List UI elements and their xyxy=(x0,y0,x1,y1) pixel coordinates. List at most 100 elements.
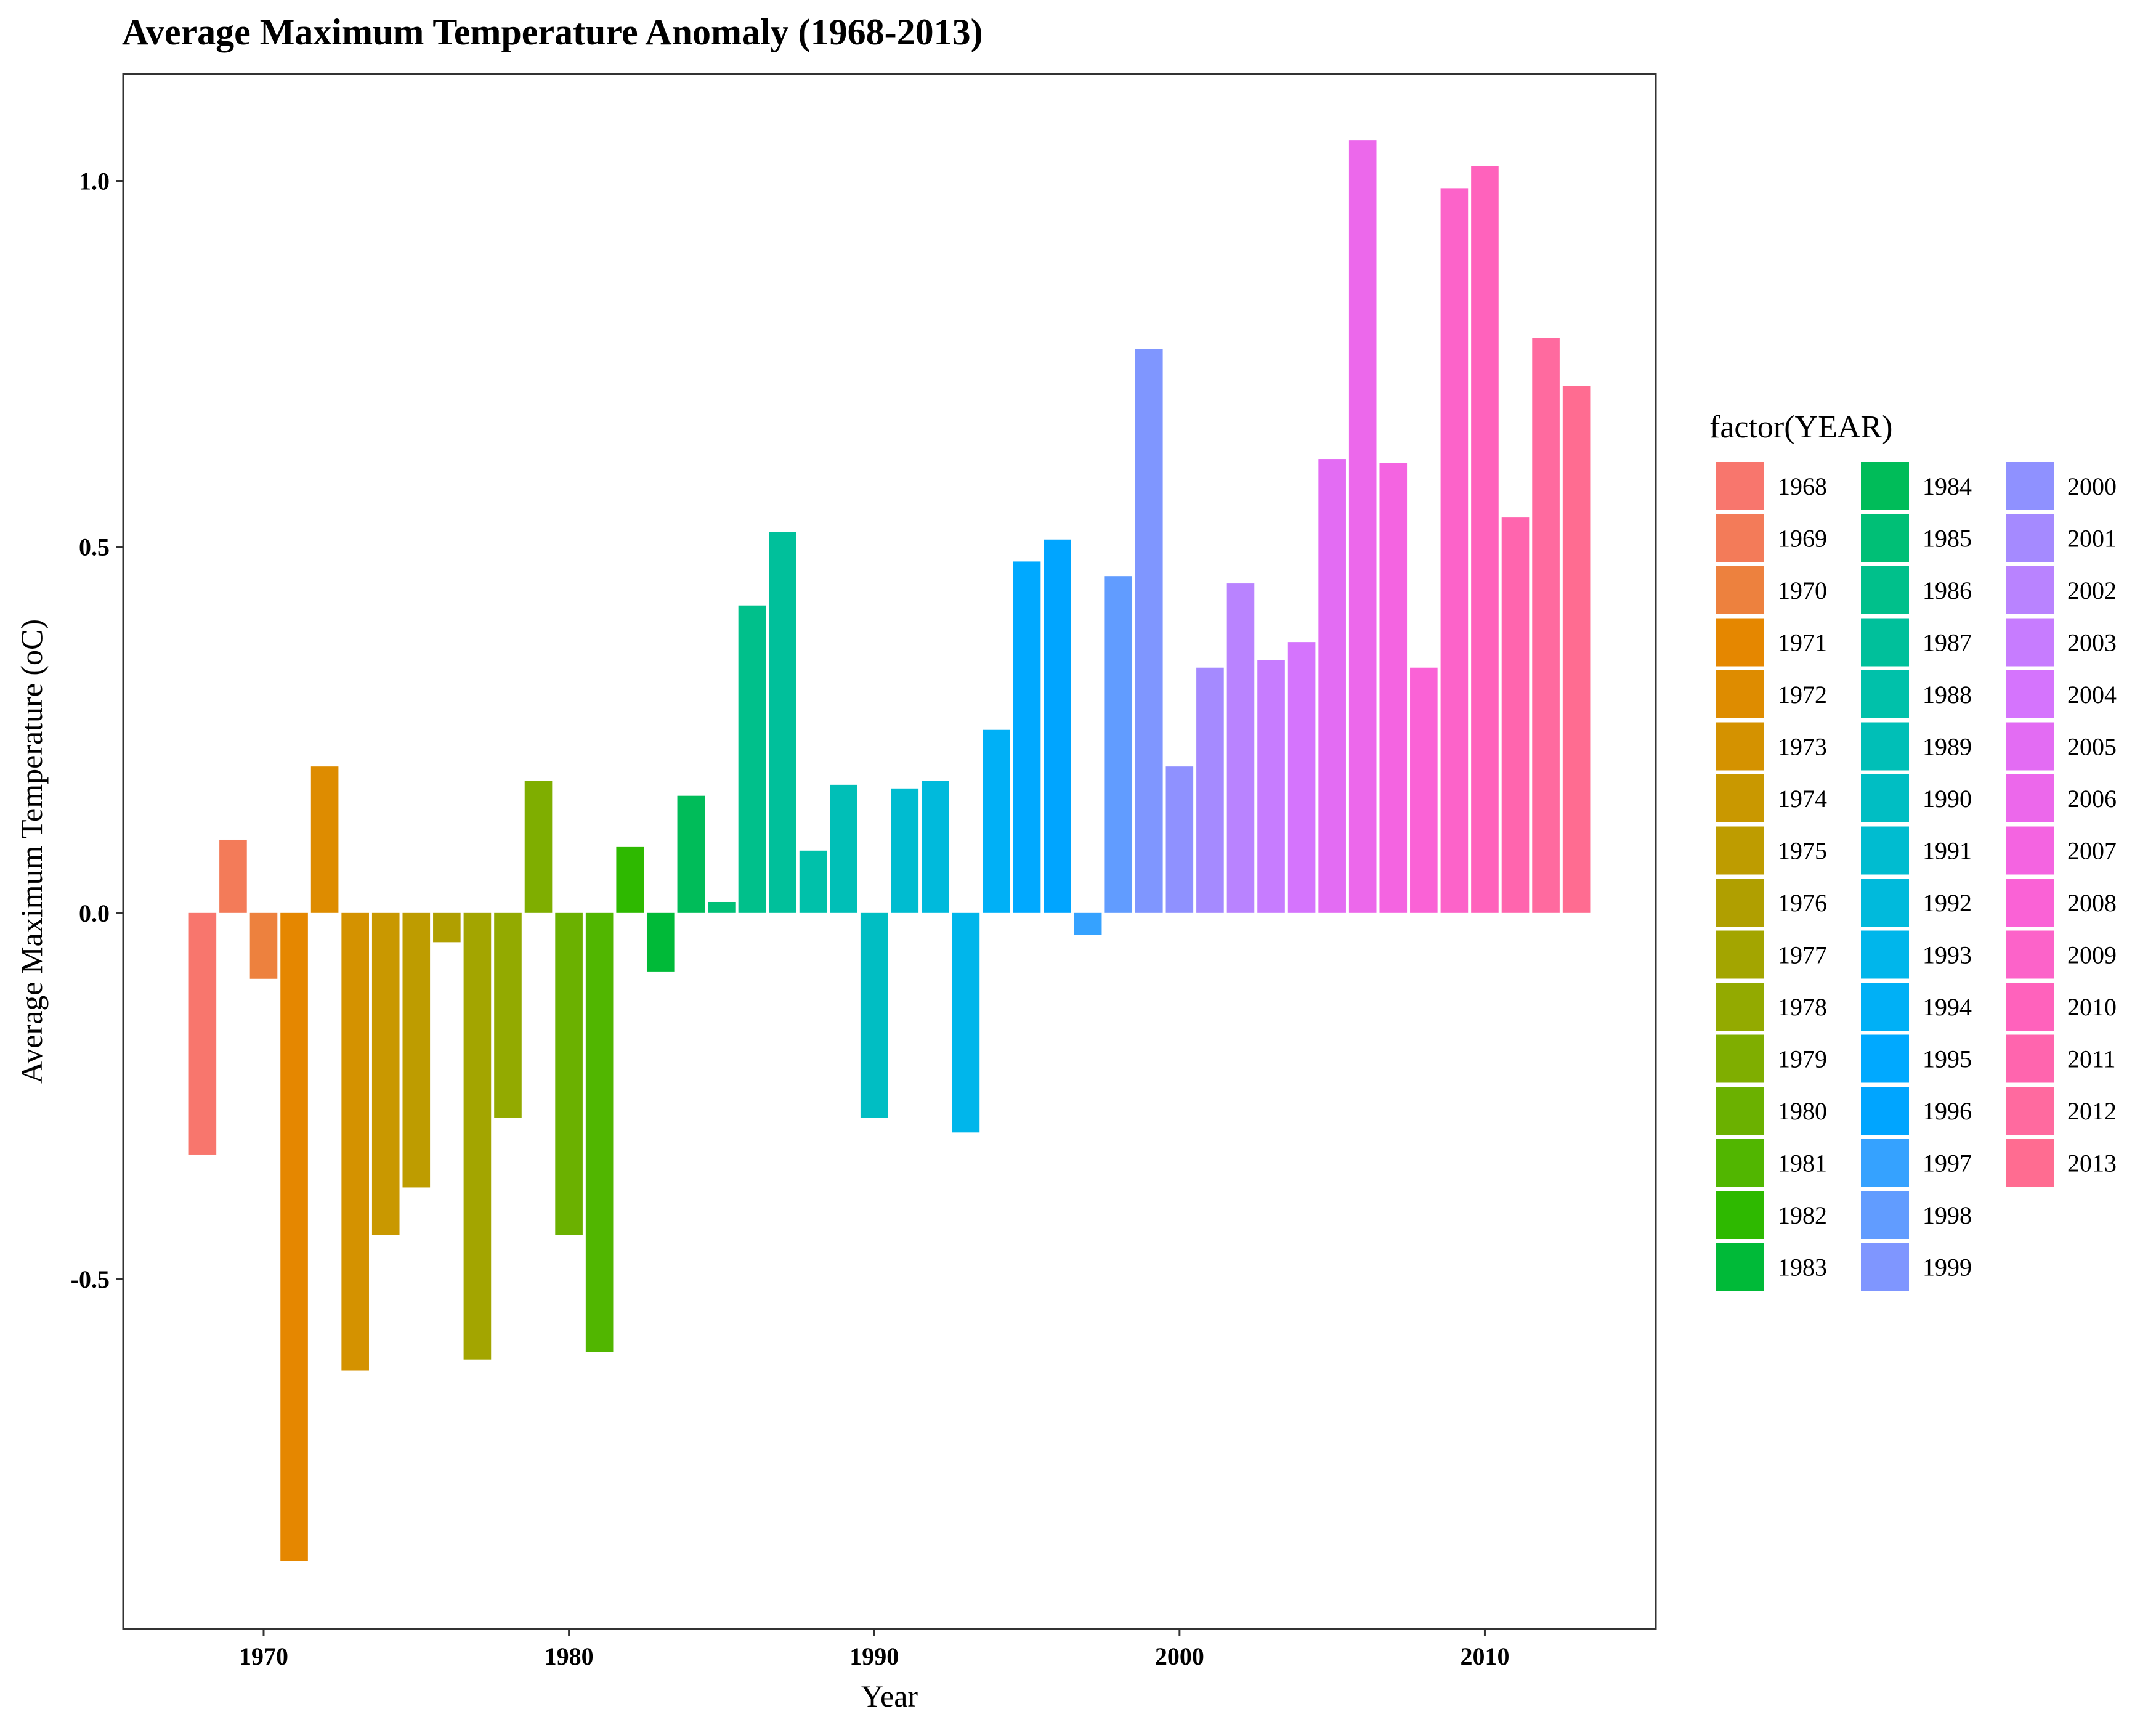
bar-1973 xyxy=(341,912,369,1371)
legend-label-1979: 1979 xyxy=(1778,1045,1827,1073)
legend-label-2004: 2004 xyxy=(2067,681,2117,708)
bar-1979 xyxy=(524,781,553,913)
legend-key-1970 xyxy=(1716,566,1764,614)
legend-key-2007 xyxy=(2006,826,2054,875)
legend-key-1999 xyxy=(1861,1243,1909,1291)
x-tick-label: 2000 xyxy=(1155,1642,1204,1670)
legend-label-1983: 1983 xyxy=(1778,1254,1827,1281)
y-tick-label: 0.0 xyxy=(79,899,110,927)
legend-label-1982: 1982 xyxy=(1778,1201,1827,1229)
bar-1977 xyxy=(463,912,492,1360)
legend-label-1996: 1996 xyxy=(1923,1097,1972,1125)
legend-key-1986 xyxy=(1861,566,1909,614)
legend-label-2009: 2009 xyxy=(2067,941,2117,969)
legend-label-1993: 1993 xyxy=(1923,941,1972,969)
bar-1976 xyxy=(433,912,461,943)
bar-1989 xyxy=(830,784,857,913)
legend-key-2011 xyxy=(2006,1034,2054,1083)
legend-key-1979 xyxy=(1716,1034,1764,1083)
bar-2008 xyxy=(1410,667,1438,913)
y-tick-label: -0.5 xyxy=(71,1265,110,1293)
legend-label-2007: 2007 xyxy=(2067,837,2117,865)
legend-key-1982 xyxy=(1716,1191,1764,1239)
bar-1968 xyxy=(188,912,217,1155)
bar-1998 xyxy=(1104,576,1133,913)
legend-label-2008: 2008 xyxy=(2067,889,2117,917)
legend-key-1995 xyxy=(1861,1034,1909,1083)
legend-key-2001 xyxy=(2006,514,2054,562)
legend-label-1994: 1994 xyxy=(1923,993,1972,1021)
bar-1980 xyxy=(555,912,583,1235)
legend-label-2002: 2002 xyxy=(2067,577,2117,604)
bar-2012 xyxy=(1532,338,1560,913)
legend-key-2005 xyxy=(2006,722,2054,771)
legend-key-1998 xyxy=(1861,1191,1909,1239)
legend-label-1995: 1995 xyxy=(1923,1045,1972,1073)
y-tick-label: 0.5 xyxy=(79,534,110,561)
bar-2013 xyxy=(1562,386,1591,913)
bar-1992 xyxy=(922,781,949,913)
legend-key-1990 xyxy=(1861,774,1909,822)
legend-label-1971: 1971 xyxy=(1778,629,1827,657)
legend-key-1978 xyxy=(1716,983,1764,1031)
legend-key-1988 xyxy=(1861,670,1909,718)
legend-label-2013: 2013 xyxy=(2067,1150,2117,1177)
x-tick-label: 2010 xyxy=(1460,1642,1509,1670)
x-tick-label: 1980 xyxy=(545,1642,594,1670)
bar-1995 xyxy=(1013,561,1041,913)
legend-label-1988: 1988 xyxy=(1923,681,1972,708)
bar-1970 xyxy=(249,912,278,979)
y-tick-label: 1.0 xyxy=(79,167,110,195)
bar-1993 xyxy=(952,912,980,1133)
legend-label-1984: 1984 xyxy=(1923,473,1972,500)
legend-key-1989 xyxy=(1861,722,1909,771)
legend-label-2000: 2000 xyxy=(2067,473,2117,500)
legend-key-1977 xyxy=(1716,930,1764,979)
legend-key-2013 xyxy=(2006,1138,2054,1187)
legend-key-1981 xyxy=(1716,1138,1764,1187)
legend-key-1992 xyxy=(1861,879,1909,927)
legend-label-1990: 1990 xyxy=(1923,785,1972,813)
bar-1987 xyxy=(769,532,796,913)
legend-label-2003: 2003 xyxy=(2067,629,2117,657)
legend-key-2010 xyxy=(2006,983,2054,1031)
bar-1985 xyxy=(708,901,736,913)
y-axis: -0.5 0.0 0.5 1.0 xyxy=(71,167,123,1293)
legend-label-1968: 1968 xyxy=(1778,473,1827,500)
bar-1982 xyxy=(616,846,644,913)
legend-key-1984 xyxy=(1861,462,1909,510)
bar-2004 xyxy=(1287,642,1316,913)
legend-label-2006: 2006 xyxy=(2067,785,2117,813)
bar-1981 xyxy=(585,912,614,1352)
legend-label-1975: 1975 xyxy=(1778,837,1827,865)
legend-label-2010: 2010 xyxy=(2067,993,2117,1021)
bar-2006 xyxy=(1348,140,1377,913)
legend-label-1998: 1998 xyxy=(1923,1201,1972,1229)
legend-label-1973: 1973 xyxy=(1778,733,1827,761)
legend-label-1974: 1974 xyxy=(1778,785,1827,813)
bar-2009 xyxy=(1440,188,1469,913)
legend-key-2009 xyxy=(2006,930,2054,979)
bar-1986 xyxy=(738,605,766,913)
legend-key-1985 xyxy=(1861,514,1909,562)
legend-key-1975 xyxy=(1716,826,1764,875)
legend-key-1974 xyxy=(1716,774,1764,822)
legend-label-1992: 1992 xyxy=(1923,889,1972,917)
bar-1999 xyxy=(1135,349,1163,913)
bar-1978 xyxy=(494,912,522,1118)
legend-key-1996 xyxy=(1861,1087,1909,1135)
legend-key-1997 xyxy=(1861,1138,1909,1187)
legend-key-1983 xyxy=(1716,1243,1764,1291)
bar-1990 xyxy=(860,912,888,1118)
legend-key-1980 xyxy=(1716,1087,1764,1135)
x-axis: 1970 1980 1990 2000 2010 xyxy=(239,1629,1509,1670)
bar-1983 xyxy=(646,912,675,972)
x-axis-title: Year xyxy=(861,1679,918,1713)
legend-label-1980: 1980 xyxy=(1778,1097,1827,1125)
legend-key-2012 xyxy=(2006,1087,2054,1135)
legend-key-1993 xyxy=(1861,930,1909,979)
legend-label-1987: 1987 xyxy=(1923,629,1972,657)
bar-1997 xyxy=(1074,912,1102,935)
bar-2010 xyxy=(1471,166,1499,913)
legend-label-1985: 1985 xyxy=(1923,525,1972,553)
